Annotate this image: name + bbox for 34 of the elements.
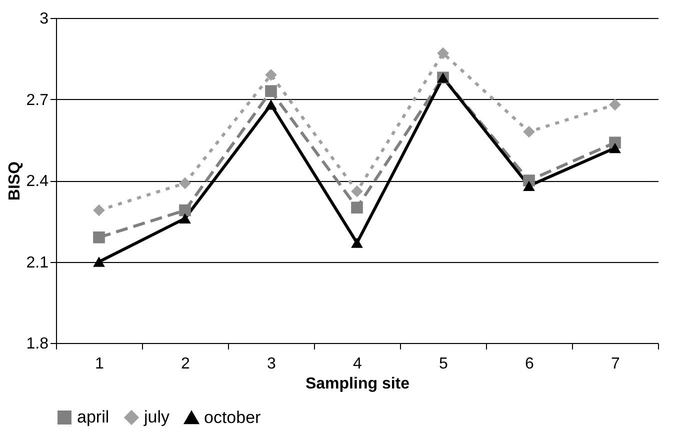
point [179, 177, 191, 190]
point [437, 47, 449, 60]
x-tick-label: 1 [95, 356, 104, 372]
point [523, 126, 535, 138]
point [265, 100, 277, 110]
point [93, 204, 105, 216]
point [609, 142, 621, 154]
y-tick-label: 2.7 [26, 92, 49, 109]
x-tick-label: 7 [611, 356, 620, 372]
y-tick-label: 2.1 [26, 254, 49, 272]
y-tick-label: 3 [40, 10, 49, 28]
point [179, 204, 191, 216]
x-axis-title: Sampling site [305, 376, 410, 392]
point [351, 202, 363, 214]
point [93, 256, 105, 267]
legend-label: october [204, 408, 262, 427]
point [609, 98, 621, 111]
x-tick-label: 5 [439, 356, 448, 372]
point [351, 238, 363, 248]
y-axis-title: BISQ [6, 161, 24, 201]
point [179, 213, 191, 224]
legend-label: april [77, 408, 110, 427]
y-tick-label: 2.4 [26, 173, 49, 190]
point [351, 185, 363, 198]
x-tick-label: 6 [525, 356, 534, 372]
x-tick-label: 4 [353, 356, 362, 372]
point [523, 180, 535, 192]
point [93, 231, 105, 244]
x-tick-label: 2 [181, 356, 190, 372]
point [265, 68, 277, 81]
point [265, 85, 277, 98]
y-tick-label: 1.8 [26, 336, 49, 352]
legend-label: july [143, 408, 170, 427]
x-tick-label: 3 [267, 356, 276, 372]
